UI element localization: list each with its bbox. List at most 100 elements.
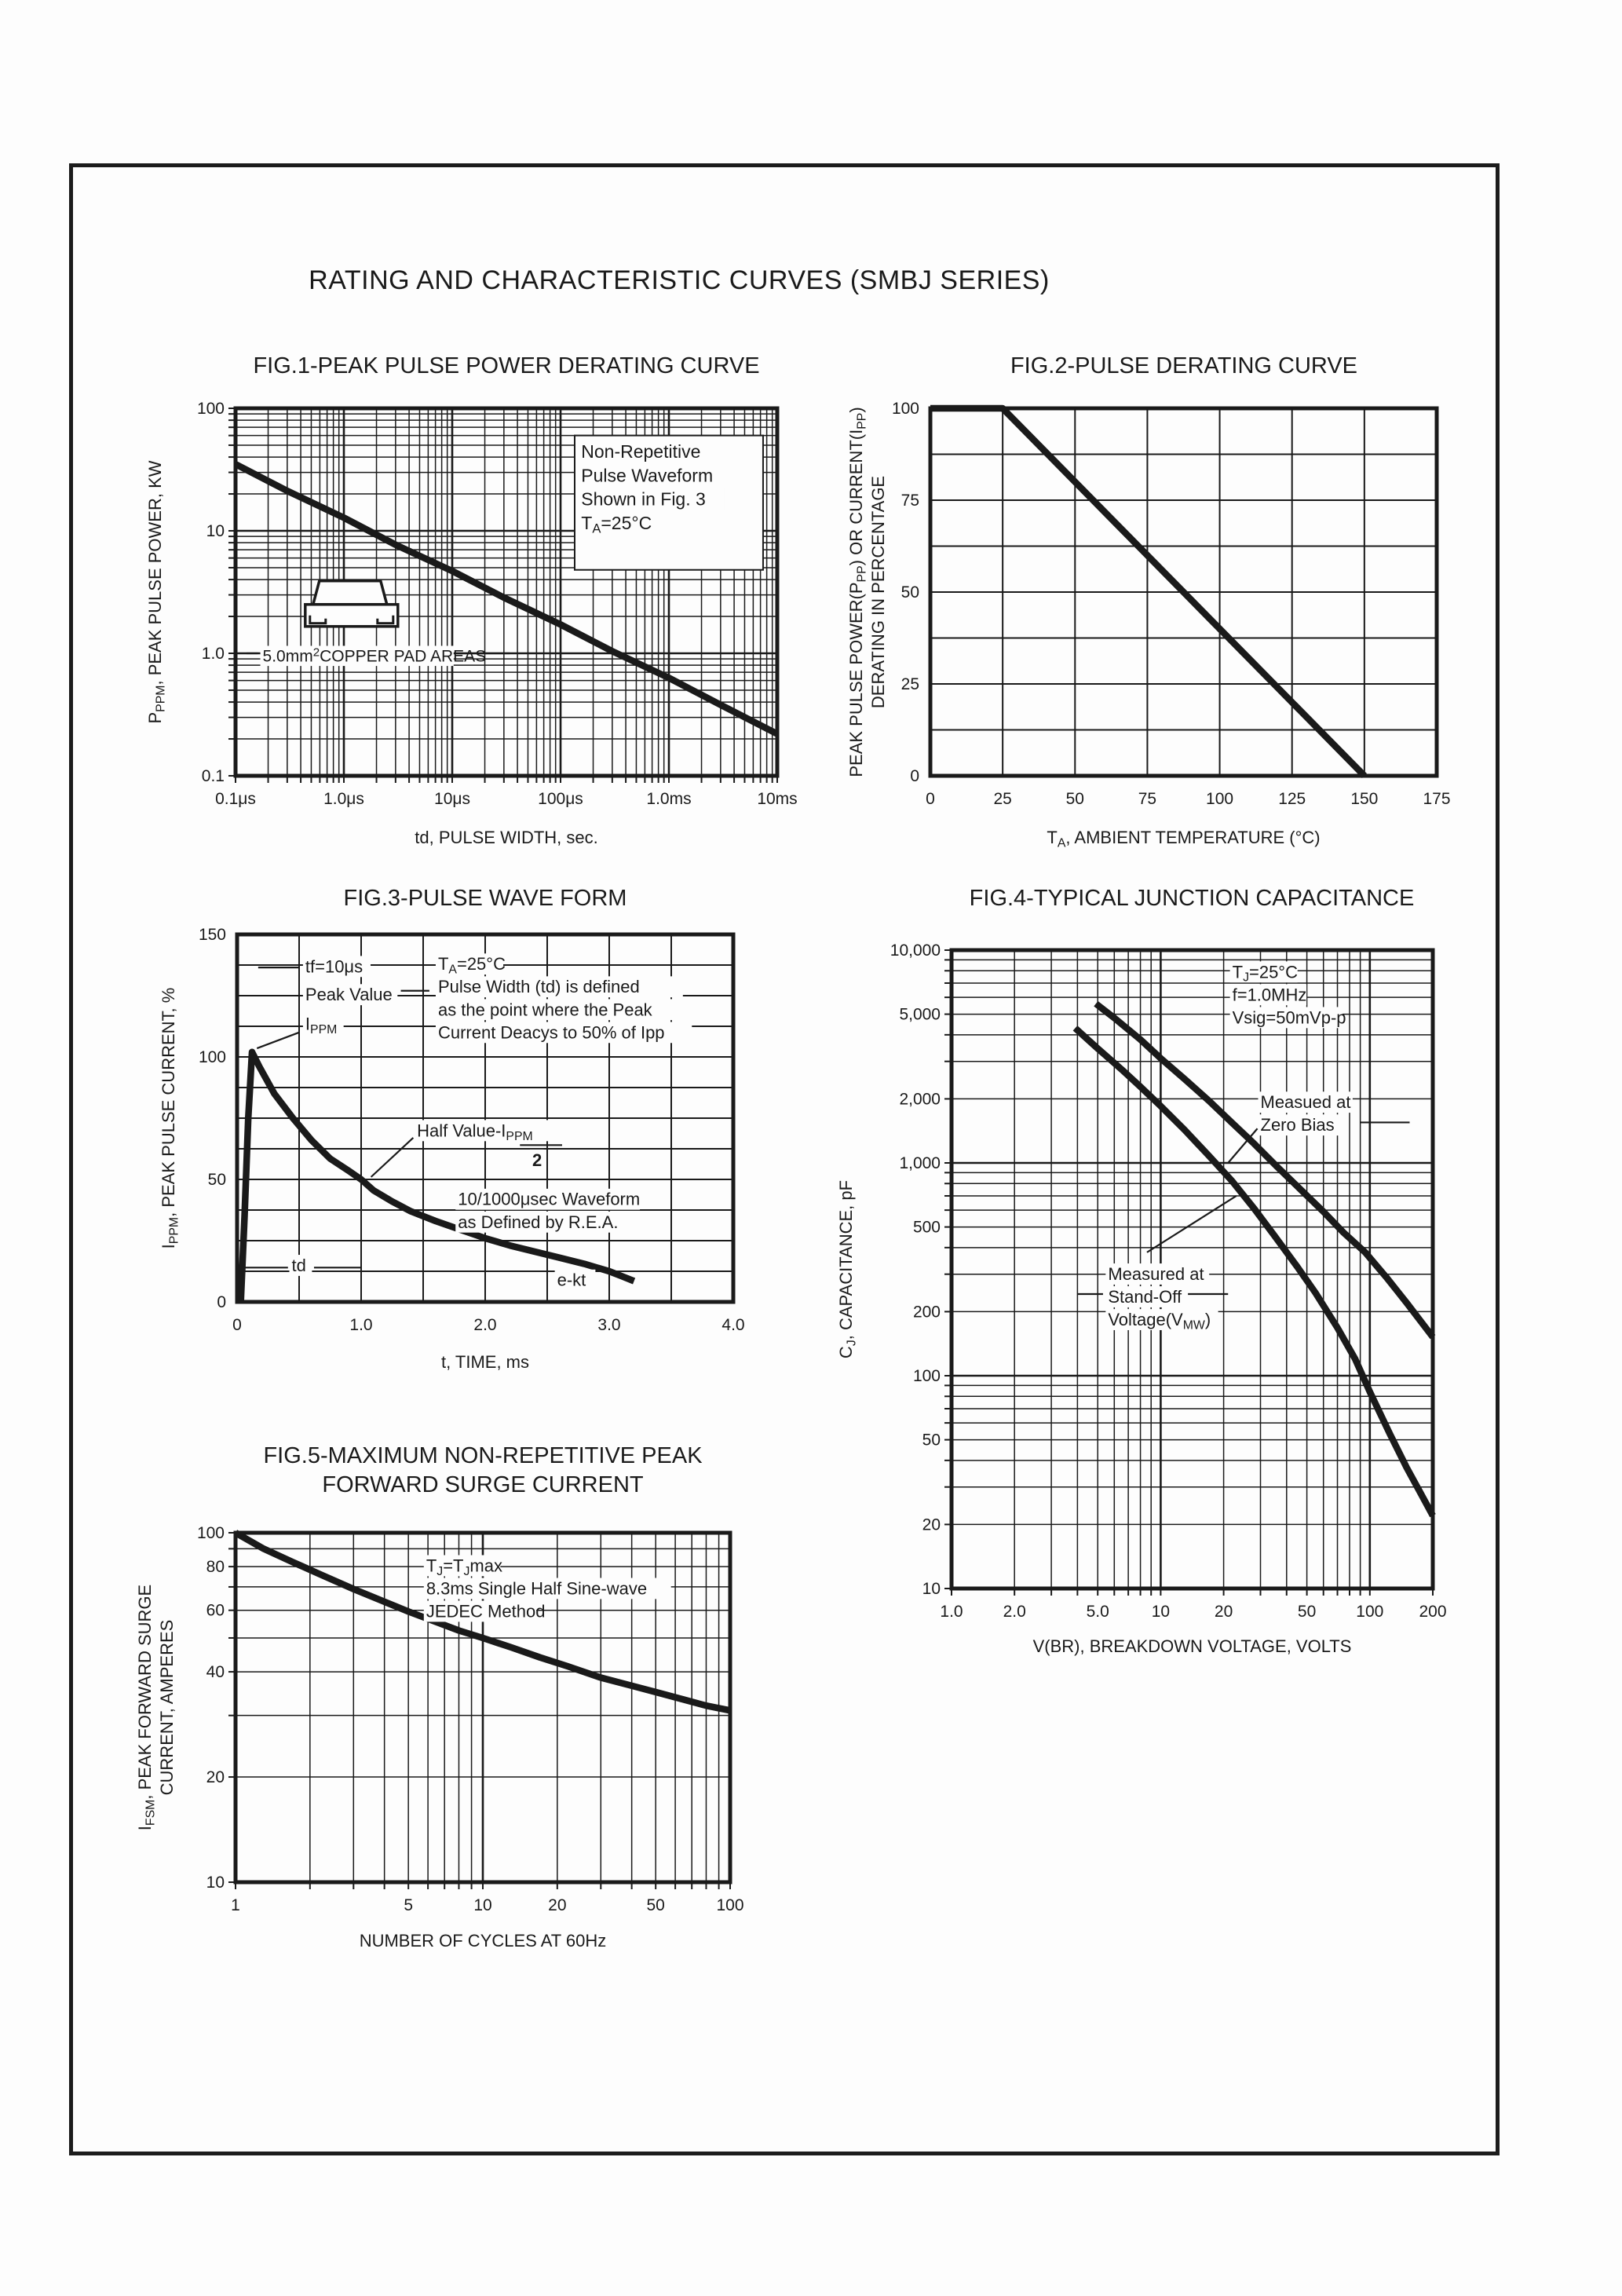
annotation-text: Pulse Waveform xyxy=(581,465,713,485)
x-tick-label: 0.1μs xyxy=(215,790,256,808)
x-tick-label: 20 xyxy=(548,1896,566,1914)
annotation-bg xyxy=(1105,1263,1210,1285)
annotation-bg xyxy=(423,1578,671,1600)
fig5-peak-forward-surge-current-chart: 1 5 10 20 50 100 100 80 60 40 20 10 NUMBER OF CYCLES… xyxy=(135,1524,744,1951)
annotation-text: Vsig=50mVp-p xyxy=(1233,1007,1346,1027)
y-tick-label: 20 xyxy=(922,1515,941,1534)
y-tick-label: 80 xyxy=(206,1558,225,1576)
annotation-bg xyxy=(1229,984,1307,1006)
annotation-bg xyxy=(435,953,504,975)
annotation-leader-line xyxy=(370,1137,415,1178)
annotation-text: Half Value-IPPM xyxy=(417,1121,533,1143)
x-tick-label: 10μs xyxy=(434,790,470,808)
annotation-bg xyxy=(455,1211,641,1233)
annotation-bg xyxy=(415,1120,554,1142)
fig4-typical-junction-capacitance-chart: 1.0 2.0 5.0 10 20 50 100 200 10,000 5,000 2,000 1,0… xyxy=(836,941,1447,1656)
x-tick-label: 50 xyxy=(646,1896,664,1914)
annotation-text: Measued at xyxy=(1261,1092,1351,1112)
smb-package-icon xyxy=(304,579,400,628)
x-tick-label: 1.0ms xyxy=(646,790,691,808)
annotation-bg xyxy=(435,1022,692,1044)
fig1-peak-pulse-power-derating-chart: 0.1μs 1.0μs 10μs 100μs 1.0ms 10ms 100 10 1.0 0.1 t… xyxy=(145,400,798,847)
x-tick-label: 25 xyxy=(993,790,1011,808)
y-tick-label: 50 xyxy=(901,583,919,601)
x-tick-label: 100 xyxy=(1356,1603,1383,1621)
x-tick-label: 10ms xyxy=(757,790,797,808)
x-tick-label: 0 xyxy=(926,790,935,808)
x-tick-label: 200 xyxy=(1419,1603,1446,1621)
annotation-bg xyxy=(435,999,683,1021)
y-tick-label: 100 xyxy=(913,1367,941,1385)
fig5-y-axis-label: IFSM, PEAK FORWARD SURGE xyxy=(135,1585,157,1830)
fig2-grid xyxy=(930,408,1437,776)
annotation-text: TJ=TJmax xyxy=(426,1556,502,1578)
x-tick-label: 50 xyxy=(1066,790,1084,808)
annotation-text: Measured at xyxy=(1108,1264,1204,1284)
fig2-x-axis-label: TA, AMBIENT TEMPERATURE (°C) xyxy=(1047,828,1320,850)
annotation-bg xyxy=(260,645,454,667)
fig4-y-axis-label: CJ, CAPACITANCE, pF xyxy=(836,1180,858,1358)
annotation-bg xyxy=(579,464,715,487)
x-tick-label: 2.0 xyxy=(1003,1603,1026,1621)
annotation-bg xyxy=(1258,1091,1353,1113)
x-tick-label: 10 xyxy=(473,1896,491,1914)
x-tick-label: 50 xyxy=(1298,1603,1316,1621)
fig2-y-axis-label-line: DERATING IN PERCENTAGE xyxy=(868,476,888,708)
x-tick-label: 125 xyxy=(1278,790,1306,808)
annotation-bg xyxy=(289,1255,312,1276)
y-tick-label: 75 xyxy=(901,492,919,510)
fig1-title: FIG.1-PEAK PULSE POWER DERATING CURVE xyxy=(253,353,760,378)
x-tick-label: 1.0μs xyxy=(323,790,364,808)
fig3-y-axis-label-line: IPPM, PEAK PULSE CURRENT, % xyxy=(159,988,181,1249)
annotation-bg xyxy=(302,984,398,1006)
fig2-y-axis-label-line: PEAK PULSE POWER(PPP) OR CURRENT(IPP) xyxy=(846,407,868,777)
y-tick-label: 10,000 xyxy=(890,941,941,960)
annotation-bg xyxy=(435,976,683,998)
y-tick-label: 10 xyxy=(922,1580,941,1598)
annotation-text: TA=25°C xyxy=(438,954,506,976)
annotation-text: Pulse Width (td) is defined xyxy=(438,977,640,996)
fig3-plot-border xyxy=(235,932,736,1304)
annotation-text: IPPM xyxy=(305,1015,337,1036)
annotation-leader-line xyxy=(1227,1128,1259,1164)
x-tick-label: 1.0 xyxy=(349,1316,372,1334)
fig5-title: FIG.5-MAXIMUM NON-REPETITIVE PEAK FORWAR… xyxy=(263,1443,703,1497)
annotation-text: Voltage(VMW) xyxy=(1108,1310,1211,1332)
annotation-text: 5.0mm2COPPER PAD AREAS xyxy=(263,646,487,666)
fig1-y-axis-label-line: PPPM, PEAK PULSE POWER, KW xyxy=(145,460,167,723)
x-tick-label: 2.0 xyxy=(473,1316,496,1334)
fig4-title: FIG.4-TYPICAL JUNCTION CAPACITANCE xyxy=(969,886,1415,911)
x-tick-label: 75 xyxy=(1138,790,1156,808)
x-tick-label: 100 xyxy=(1206,790,1233,808)
y-tick-label: 100 xyxy=(197,400,225,418)
fig5-y-axis-label-line: CURRENT, AMPERES xyxy=(157,1620,177,1796)
annotation-text: Non-Repetitive xyxy=(581,441,700,462)
annotation-bg xyxy=(579,441,715,463)
y-tick-label: 0 xyxy=(910,767,919,785)
annotation-bg xyxy=(579,488,725,510)
y-tick-label: 10 xyxy=(206,522,225,540)
annotation-text: td xyxy=(292,1256,306,1275)
fig1-x-axis-label: td, PULSE WIDTH, sec. xyxy=(415,828,598,847)
fig1-plot-border xyxy=(233,406,780,778)
annotation-bg xyxy=(1258,1114,1344,1136)
annotation-bg xyxy=(579,512,649,535)
x-tick-label: 175 xyxy=(1423,790,1450,808)
annotation-bg xyxy=(1229,961,1298,983)
annotation-text: Peak Value xyxy=(305,985,393,1004)
y-tick-label: 60 xyxy=(206,1602,225,1620)
annotation-leader-line xyxy=(256,1031,300,1050)
fig3-title: FIG.3-PULSE WAVE FORM xyxy=(343,886,627,911)
fig3-y-axis-label: IPPM, PEAK PULSE CURRENT, % xyxy=(159,988,181,1249)
annotation-bg xyxy=(554,1269,596,1291)
y-tick-label: 150 xyxy=(199,926,226,944)
annotation-bg xyxy=(455,1188,641,1210)
fig1-y-axis-label: PPPM, PEAK PULSE POWER, KW xyxy=(145,460,167,723)
annotation-text: Zero Bias xyxy=(1261,1115,1335,1135)
fig5-y-axis-label-line: IFSM, PEAK FORWARD SURGE xyxy=(135,1585,157,1830)
y-tick-label: 100 xyxy=(197,1524,225,1542)
fig2-y-axis-label: DERATING IN PERCENTAGE xyxy=(868,476,888,708)
y-tick-label: 50 xyxy=(922,1431,941,1450)
y-tick-label: 50 xyxy=(208,1171,226,1189)
